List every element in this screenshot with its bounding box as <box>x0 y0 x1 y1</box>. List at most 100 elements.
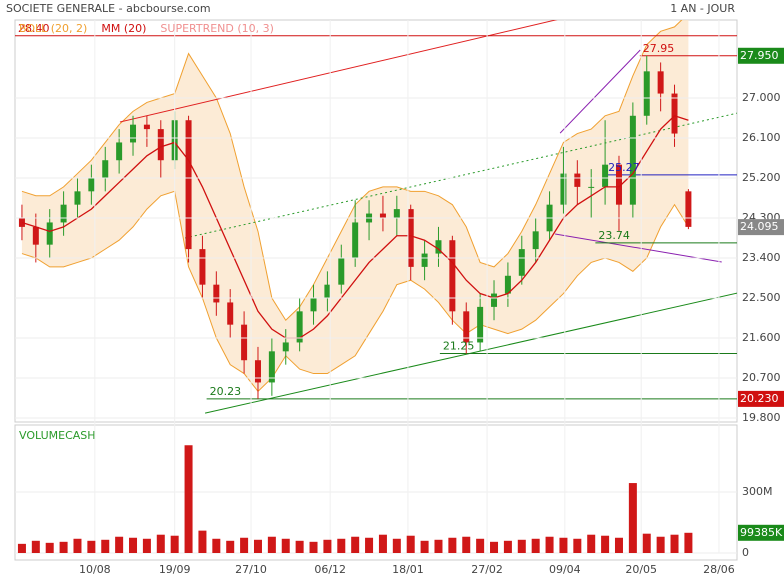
candle-body <box>60 204 67 223</box>
volume-bar <box>684 532 693 553</box>
candle-body <box>213 284 220 303</box>
volume-bar <box>129 537 138 553</box>
volume-bar <box>184 445 193 553</box>
volume-bar <box>337 538 346 553</box>
y-tick-label: 0 <box>742 546 749 559</box>
candle-body <box>74 191 81 205</box>
x-tick-label: 18/01 <box>392 563 424 576</box>
level-label: 20.23 <box>210 385 242 398</box>
x-tick-label: 19/09 <box>159 563 191 576</box>
candle-body <box>449 240 456 312</box>
candle-body <box>435 240 442 254</box>
volume-bar <box>503 540 512 553</box>
y-tick-label: 25.200 <box>742 171 781 184</box>
candle-body <box>338 258 345 285</box>
x-tick-label: 27/10 <box>235 563 267 576</box>
volume-bar <box>614 537 623 553</box>
volume-bar <box>517 539 526 553</box>
candle-body <box>421 253 428 267</box>
volume-bar <box>406 535 415 553</box>
volume-bar <box>490 541 499 553</box>
candle-body <box>574 173 581 187</box>
candle-body <box>310 298 317 312</box>
volume-bar <box>420 540 429 553</box>
candle-body <box>629 115 636 205</box>
candle-body <box>615 164 622 205</box>
mm-line <box>21 115 689 339</box>
volume-bar <box>240 537 249 553</box>
period: 1 AN - JOUR <box>670 2 735 15</box>
price-marker-label: 24.095 <box>740 220 779 233</box>
x-tick-label: 28/06 <box>703 563 735 576</box>
volume-bar <box>253 539 262 553</box>
volume-bar <box>587 534 596 553</box>
volume-bar <box>462 536 471 553</box>
volume-bar <box>101 539 110 553</box>
price-marker-label: 27.950 <box>740 49 779 62</box>
x-tick-label: 06/12 <box>314 563 346 576</box>
volume-bar <box>656 536 665 553</box>
volume-bar <box>378 534 387 553</box>
price-marker <box>738 390 784 407</box>
y-tick-label: 19.800 <box>742 411 781 424</box>
volume-bar <box>281 538 290 553</box>
y-tick-label: 300M <box>742 485 773 498</box>
y-tick-label: 26.100 <box>742 131 781 144</box>
volume-bar <box>198 530 207 553</box>
candle-body <box>393 209 400 218</box>
volume-bar <box>531 538 540 553</box>
price-marker <box>738 47 784 64</box>
price-marker-label: 20.230 <box>740 392 779 405</box>
volume-bar <box>170 535 179 553</box>
candle-body <box>268 351 275 383</box>
volume-bar <box>628 483 637 553</box>
volume-bar <box>295 540 304 553</box>
trendline <box>184 112 737 239</box>
y-tick-label: 22.500 <box>742 291 781 304</box>
volume-bar <box>365 537 374 553</box>
legend-entry: BOLL (20, 2) <box>19 22 87 35</box>
candle-body <box>477 306 484 343</box>
volume-bar <box>392 538 401 553</box>
legend-entry: SUPERTREND (10, 3) <box>160 22 274 35</box>
y-tick-label: 27.000 <box>742 91 781 104</box>
volume-bar <box>45 542 54 553</box>
price-marker <box>738 219 784 236</box>
candle-body <box>102 160 109 178</box>
y-tick-label: 23.400 <box>742 251 781 264</box>
candle-body <box>491 293 498 307</box>
volume-bar <box>59 541 68 553</box>
candle-body <box>88 178 95 192</box>
volume-bar <box>17 543 26 553</box>
candle-body <box>227 302 234 325</box>
chart-title: SOCIETE GENERALE - abcbourse.com <box>6 2 211 15</box>
volume-bar <box>156 534 165 553</box>
candle-body <box>518 249 525 276</box>
x-tick-label: 09/04 <box>549 563 581 576</box>
level-label: 21.25 <box>443 340 475 353</box>
volume-bar <box>115 536 124 553</box>
y-tick-label: 20.700 <box>742 371 781 384</box>
candle-body <box>560 173 567 205</box>
volume-bar <box>142 538 151 553</box>
level-label: 23.74 <box>598 229 630 242</box>
candle-body <box>157 129 164 161</box>
level-label: 27.95 <box>643 42 675 55</box>
candle-body <box>602 164 609 187</box>
x-tick-label: 27/02 <box>471 563 503 576</box>
candle-body <box>504 275 511 294</box>
candle-body <box>324 284 331 298</box>
candle-body <box>130 124 137 143</box>
volume-bar <box>448 537 457 553</box>
candle-body <box>685 191 692 227</box>
candle-body <box>254 360 261 383</box>
candle-body <box>143 124 150 130</box>
candle-body <box>671 93 678 134</box>
volume-bar <box>31 540 40 553</box>
volume-bar <box>670 534 679 553</box>
candle-body <box>643 71 650 116</box>
x-tick-label: 10/08 <box>79 563 111 576</box>
volume-marker <box>738 524 784 541</box>
candle-body <box>185 120 192 250</box>
candle-body <box>407 209 414 267</box>
